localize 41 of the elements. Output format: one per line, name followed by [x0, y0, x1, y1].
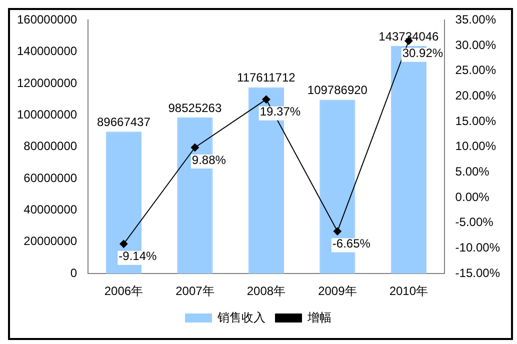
y-tick-label: 60000000 [24, 170, 78, 185]
point [333, 227, 342, 236]
y2-tick-label: 10.00% [455, 139, 496, 154]
x-tick-label: 2006年 [104, 284, 144, 298]
y2-tick-label: -10.00% [455, 240, 500, 255]
y2-tick-label: 15.00% [455, 114, 496, 128]
y2-tick-label: 20.00% [455, 88, 496, 103]
y2-tick-label: 25.00% [455, 63, 496, 78]
data-label: 143734046 [378, 29, 440, 44]
y-tick-label: 140000000 [16, 44, 78, 58]
y-tick-label: 120000000 [16, 76, 78, 90]
data-label: 30.92% [402, 46, 444, 60]
point [190, 144, 199, 152]
x-tick-label: 2008年 [246, 284, 286, 298]
legend-label: 增幅 [306, 310, 332, 324]
y-tick-label: 40000000 [24, 202, 78, 217]
y-tick-label: 160000000 [16, 12, 78, 27]
y2-tick-label: -15.00% [455, 266, 500, 280]
x-tick-label: 2007年 [176, 284, 214, 298]
data-label: 89667437 [96, 114, 151, 129]
data-label: -6.65% [332, 236, 371, 251]
y2-tick-label: 5.00% [455, 164, 490, 179]
x-tick-label: 2009年 [318, 284, 357, 298]
y-tick-label: 0 [70, 266, 78, 280]
point [120, 240, 128, 248]
legend-label: 销售收入 [216, 310, 266, 324]
y2-tick-label: 0.00% [455, 190, 490, 204]
data-label: 19.37% [260, 104, 301, 119]
y-tick-label: 100000000 [16, 108, 78, 122]
point [262, 95, 270, 104]
y-tick-label: 20000000 [24, 234, 78, 248]
y2-tick-label: 35.00% [455, 12, 496, 27]
y2-tick-label: 30.00% [455, 38, 496, 52]
y2-tick-label: -5.00% [455, 215, 494, 230]
data-label: 109786920 [307, 83, 368, 98]
x-tick-label: 2010年 [389, 284, 428, 298]
y-tick-label: 80000000 [24, 139, 78, 154]
data-label: -9.14% [118, 249, 158, 264]
data-label: 117611712 [237, 70, 296, 85]
data-label: 98525263 [168, 100, 222, 115]
data-label: 9.88% [192, 152, 226, 167]
